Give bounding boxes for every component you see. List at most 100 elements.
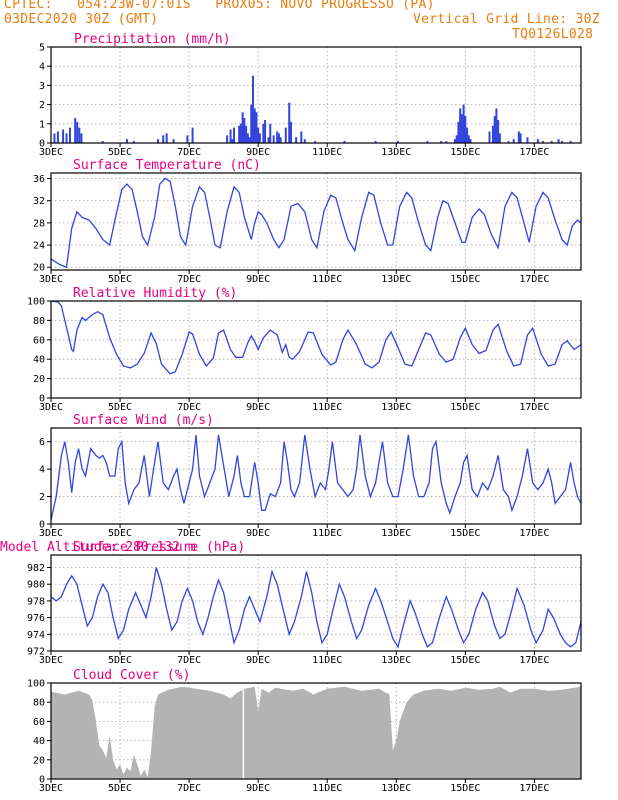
surface-pressure-xtick-label: 11DEC xyxy=(312,655,342,666)
relative-humidity-ytick-label: 0 xyxy=(39,394,45,405)
surface-temperature-series-line xyxy=(50,177,582,269)
surface-temperature-ytick-label: 24 xyxy=(33,241,45,252)
precipitation-bar xyxy=(459,108,462,143)
relative-humidity-xtick-label: 13DEC xyxy=(381,402,411,413)
surface-wind-xtick-label: 9DEC xyxy=(246,528,270,539)
precipitation-ytick-label: 4 xyxy=(39,62,45,73)
cloud-cover-ytick-label: 0 xyxy=(39,775,45,786)
precipitation-bar xyxy=(374,141,377,143)
surface-pressure-xtick-label: 17DEC xyxy=(519,655,549,666)
cloud-cover-xtick-label: 11DEC xyxy=(312,783,342,794)
precipitation-xtick-label: 9DEC xyxy=(246,147,270,158)
surface-temperature-xtick-label: 11DEC xyxy=(312,274,342,285)
cloud-cover-xtick-label: 9DEC xyxy=(246,783,270,794)
surface-pressure-xtick-label: 7DEC xyxy=(177,655,201,666)
precipitation-title: Precipitation (mm/h) xyxy=(74,32,231,47)
precipitation-bar xyxy=(467,135,470,143)
precipitation-bar xyxy=(526,137,529,143)
precipitation-bar xyxy=(279,137,282,143)
precipitation-bar xyxy=(132,141,135,143)
precipitation-bar xyxy=(288,102,291,143)
surface-temperature-ytick-label: 20 xyxy=(33,263,45,274)
surface-temperature-ytick-label: 28 xyxy=(33,218,45,229)
precipitation-bar xyxy=(186,135,189,143)
relative-humidity-xtick-label: 7DEC xyxy=(177,402,201,413)
precipitation-ytick-label: 1 xyxy=(39,119,45,130)
cloud-cover-frame xyxy=(50,682,582,780)
relative-humidity-ytick-label: 60 xyxy=(33,335,45,346)
precipitation-xtick-label: 13DEC xyxy=(381,147,411,158)
relative-humidity-title: Relative Humidity (%) xyxy=(73,286,237,301)
precipitation-ytick-label: 3 xyxy=(39,81,45,92)
cloud-cover-ytick-label: 40 xyxy=(33,736,45,747)
cloud-cover-xtick-label: 5DEC xyxy=(108,783,132,794)
surface-temperature-title: Surface Temperature (nC) xyxy=(73,158,261,173)
precipitation-bar xyxy=(267,137,270,143)
precipitation-bar xyxy=(101,141,104,143)
precipitation-bar xyxy=(65,133,68,143)
cloud-cover-ytick-label: 80 xyxy=(33,698,45,709)
cloud-cover-ytick-label: 20 xyxy=(33,755,45,766)
precipitation-bar xyxy=(191,127,194,143)
surface-temperature-xtick-label: 3DEC xyxy=(39,274,63,285)
precipitation-bar xyxy=(495,108,498,143)
precipitation-bar xyxy=(440,141,443,143)
surface-temperature-xtick-label: 13DEC xyxy=(381,274,411,285)
precipitation-bar xyxy=(303,139,306,143)
surface-pressure-xtick-label: 13DEC xyxy=(381,655,411,666)
precipitation-bar xyxy=(277,133,280,143)
precipitation-bar xyxy=(243,118,246,143)
relative-humidity-ytick-label: 100 xyxy=(27,297,45,308)
relative-humidity-xtick-label: 9DEC xyxy=(246,402,270,413)
surface-pressure-xtick-label: 3DEC xyxy=(39,655,63,666)
cloud-cover-title: Cloud Cover (%) xyxy=(73,668,190,683)
precipitation-bar xyxy=(488,131,491,143)
surface-wind-series-line xyxy=(50,434,582,521)
precipitation-bar xyxy=(519,133,522,143)
precipitation-bar xyxy=(257,127,260,143)
precipitation-bar xyxy=(397,141,400,143)
precipitation-bar xyxy=(314,141,317,143)
precipitation-bar xyxy=(157,139,160,143)
surface-wind-ytick-label: 2 xyxy=(39,492,45,503)
precipitation-bar xyxy=(460,114,463,143)
surface-pressure-subtitle: Model Altitude: 280.132 m xyxy=(0,540,196,555)
surface-pressure-ytick-label: 982 xyxy=(27,563,45,574)
surface-pressure-ytick-label: 978 xyxy=(27,596,45,607)
precipitation-bar xyxy=(507,141,510,143)
precipitation-bar xyxy=(498,133,501,143)
header-date: 03DEC2020 30Z (GMT) xyxy=(4,12,159,27)
surface-temperature-frame xyxy=(50,172,582,271)
surface-wind-xtick-label: 17DEC xyxy=(519,528,549,539)
precipitation-bar xyxy=(464,116,467,143)
precipitation-bar xyxy=(246,133,249,143)
precipitation-bar xyxy=(542,141,545,143)
precipitation-bar xyxy=(453,139,456,143)
precipitation-bar xyxy=(248,137,251,143)
precipitation-xtick-label: 15DEC xyxy=(450,147,480,158)
precipitation-bar xyxy=(251,75,254,143)
header-model-id: TQ0126L028 xyxy=(512,27,594,42)
precipitation-bar xyxy=(536,139,539,143)
precipitation-bar xyxy=(466,127,469,143)
relative-humidity-ytick-label: 40 xyxy=(33,355,45,366)
precipitation-bar xyxy=(80,133,83,143)
surface-temperature-xtick-label: 7DEC xyxy=(177,274,201,285)
precipitation-bar xyxy=(445,141,448,143)
surface-pressure-ytick-label: 976 xyxy=(27,613,45,624)
precipitation-bar xyxy=(62,129,65,143)
relative-humidity-ytick-label: 80 xyxy=(33,316,45,327)
precipitation-bar xyxy=(56,131,59,143)
precipitation-bar xyxy=(162,135,165,143)
surface-wind-xtick-label: 15DEC xyxy=(450,528,480,539)
precipitation-bar xyxy=(250,104,253,143)
precipitation-xtick-label: 3DEC xyxy=(39,147,63,158)
surface-temperature-ytick-label: 36 xyxy=(33,174,45,185)
relative-humidity-xtick-label: 15DEC xyxy=(450,402,480,413)
chart-header: CPTEC: 054:23W-07:01S PROX05: NOVO PROGR… xyxy=(0,0,618,44)
precipitation-bar xyxy=(76,121,79,143)
precipitation-bar xyxy=(497,119,500,143)
precipitation-bar xyxy=(517,131,520,143)
precipitation-bar xyxy=(229,129,232,143)
